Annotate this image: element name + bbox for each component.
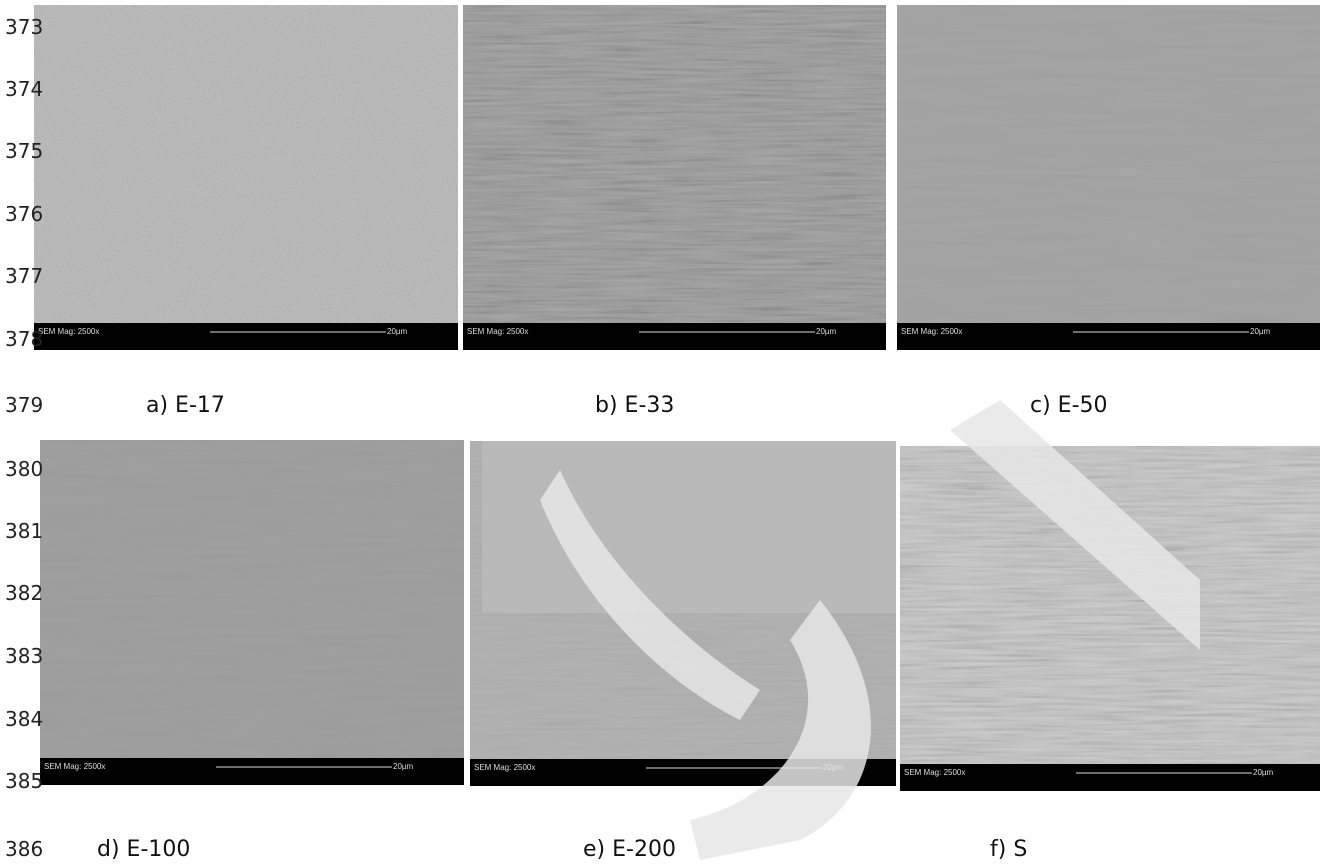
scale-label: 20µm (1253, 768, 1274, 777)
line-number: 379 (5, 393, 43, 417)
overlay-patch (482, 441, 896, 613)
caption: a) E-17 (146, 393, 225, 418)
line-number: 381 (5, 519, 43, 543)
sem-texture (900, 446, 1320, 764)
mag-label: SEM Mag: 2500x (467, 327, 528, 336)
sem-texture (40, 440, 464, 758)
sem-texture (897, 5, 1320, 323)
mag-label: SEM Mag: 2500x (904, 768, 965, 777)
caption: c) E-50 (1030, 393, 1108, 418)
mag-label: SEM Mag: 2500x (901, 327, 962, 336)
scale-label: 20µm (816, 327, 837, 336)
line-number: 386 (5, 837, 43, 861)
line-number: 385 (5, 769, 43, 793)
sem-texture (34, 5, 458, 323)
mag-label: SEM Mag: 2500x (44, 762, 105, 771)
line-number: 376 (5, 202, 43, 226)
line-number: 380 (5, 457, 43, 481)
scale-label: 20µm (1250, 327, 1271, 336)
scale-label: 20µm (387, 327, 408, 336)
line-number: 382 (5, 581, 43, 605)
caption: d) E-100 (97, 837, 190, 862)
line-number: 378 (5, 327, 43, 351)
line-number: 374 (5, 77, 43, 101)
sem-texture (463, 5, 886, 323)
paper-page: SEM Mag: 2500x20µmSEM Mag: 2500x20µmSEM … (0, 0, 1322, 866)
line-number: 375 (5, 139, 43, 163)
caption: b) E-33 (595, 393, 674, 418)
mag-label: SEM Mag: 2500x (38, 327, 99, 336)
line-number: 377 (5, 264, 43, 288)
page: {"line_numbers": ["373", "374", "375", "… (0, 0, 1322, 866)
caption: f) S (990, 837, 1027, 862)
line-number: 383 (5, 644, 43, 668)
line-number: 373 (5, 15, 43, 39)
sem-panel: SEM Mag: 2500x 20µm (900, 446, 1320, 791)
sem-panel: SEM Mag: 2500x 20µm (897, 5, 1320, 350)
sem-panel: SEM Mag: 2500x 20µm (34, 5, 458, 350)
mag-label: SEM Mag: 2500x (474, 763, 535, 772)
line-number: 384 (5, 707, 43, 731)
caption: e) E-200 (583, 837, 676, 862)
scale-label: 20µm (393, 762, 414, 771)
sem-panel: SEM Mag: 2500x 20µm (463, 5, 886, 350)
sem-panel: SEM Mag: 2500x 20µm (40, 440, 464, 785)
